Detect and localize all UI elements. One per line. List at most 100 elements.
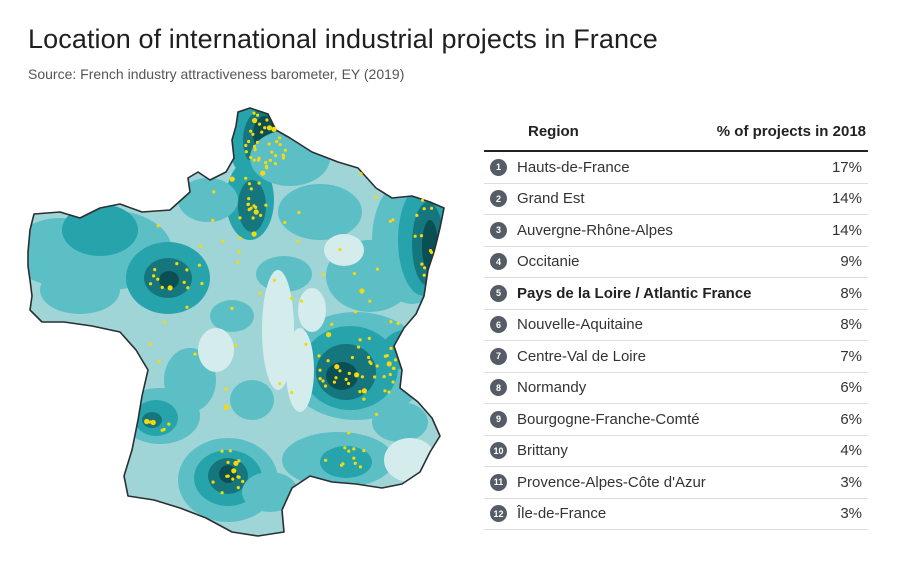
project-dot: [367, 355, 371, 359]
project-dot: [326, 359, 330, 363]
project-dot: [150, 419, 156, 426]
project-dot: [347, 371, 351, 375]
project-dot: [392, 366, 396, 370]
project-dot: [212, 190, 216, 194]
project-dot: [153, 268, 157, 272]
project-dot: [375, 267, 379, 271]
region-percent: 17%: [831, 158, 862, 176]
project-dot: [182, 280, 186, 284]
project-dot: [267, 142, 271, 146]
project-dot: [260, 170, 266, 176]
project-dot: [385, 354, 389, 358]
project-dot: [391, 380, 395, 384]
table-row: 12 Île-de-France 3%: [484, 499, 868, 530]
project-dot: [373, 375, 377, 379]
project-dot: [163, 320, 167, 324]
density-contour: [62, 204, 138, 256]
project-dot: [318, 368, 322, 372]
project-dot: [368, 360, 372, 364]
region-name: Nouvelle-Aquitaine: [517, 316, 643, 334]
project-dot: [149, 282, 153, 286]
density-contour: [384, 438, 436, 482]
table-row: 1 Hauts-de-France 17%: [484, 152, 868, 184]
project-dot: [347, 431, 351, 435]
table-row: 10 Brittany 4%: [484, 436, 868, 467]
project-dot: [420, 198, 425, 202]
region-column-header: Region: [528, 122, 579, 140]
project-dot: [256, 113, 260, 117]
project-dot: [388, 219, 392, 223]
rank-badge: 8: [490, 379, 507, 397]
project-dot: [317, 354, 321, 358]
project-dot: [367, 336, 371, 340]
project-dot: [246, 202, 250, 207]
project-dot: [266, 125, 272, 131]
table-row: 7 Centre-Val de Loire 7%: [484, 341, 868, 373]
density-contour: [219, 465, 237, 483]
france-outline: [27, 107, 445, 537]
table-body: 1 Hauts-de-France 17% 2 Grand Est 14% 3 Auvergn…: [484, 152, 868, 530]
project-dot: [338, 247, 342, 252]
project-dot: [230, 306, 234, 310]
project-dot: [221, 239, 225, 243]
project-dot: [419, 234, 424, 238]
table-row: 6 Nouvelle-Aquitaine 8%: [484, 310, 868, 341]
rank-badge: 7: [490, 347, 507, 365]
region-percent: 7%: [840, 347, 862, 365]
project-dot: [332, 380, 336, 384]
project-dot: [185, 305, 189, 309]
project-dot: [233, 460, 239, 466]
region-name: Occitanie: [517, 253, 580, 271]
project-dot: [220, 449, 224, 453]
project-dot: [389, 346, 393, 350]
project-dot: [272, 278, 277, 282]
project-dot: [252, 111, 256, 115]
density-contour: [326, 362, 358, 390]
project-dot: [244, 143, 248, 148]
project-dot: [358, 338, 362, 342]
project-dot: [323, 384, 328, 388]
chart-source: Source: French industry attractiveness b…: [28, 66, 405, 82]
table-row: 4 Occitanie 9%: [484, 247, 868, 278]
project-dot: [415, 213, 419, 217]
project-dot: [296, 239, 300, 243]
density-contour: [178, 178, 238, 222]
project-dot: [244, 176, 248, 180]
region-name: Bourgogne-Franche-Comté: [517, 410, 700, 428]
density-contour: [278, 184, 362, 240]
project-dot: [251, 231, 257, 237]
region-name: Grand Est: [517, 190, 585, 208]
project-dot: [278, 136, 282, 140]
project-dot: [247, 197, 251, 201]
project-dot: [278, 382, 282, 386]
project-dot: [339, 463, 344, 467]
project-dot: [253, 148, 257, 152]
project-dot: [257, 122, 262, 126]
project-dot: [368, 299, 372, 303]
project-dot: [237, 459, 241, 463]
project-dot: [352, 447, 356, 451]
project-dot: [290, 390, 294, 395]
project-dot: [430, 206, 434, 210]
project-dot: [264, 161, 268, 165]
region-name: Normandy: [517, 379, 587, 397]
project-dot: [167, 285, 173, 291]
project-dot: [238, 236, 242, 240]
project-dot: [259, 213, 263, 217]
project-dot: [360, 375, 364, 379]
project-dot: [253, 209, 259, 215]
project-dot: [297, 210, 301, 215]
project-dot: [278, 143, 282, 147]
table-row: 8 Normandy 6%: [484, 373, 868, 404]
project-dot: [383, 389, 387, 393]
region-percent: 4%: [840, 442, 862, 460]
project-dot: [304, 342, 308, 346]
project-dot: [252, 158, 256, 162]
density-contour: [230, 380, 274, 420]
project-dot: [231, 477, 235, 481]
region-percent: 3%: [840, 505, 862, 523]
project-dot: [275, 140, 279, 144]
project-dot: [270, 150, 274, 154]
region-percent: 8%: [840, 316, 862, 334]
density-layer: [28, 108, 444, 536]
